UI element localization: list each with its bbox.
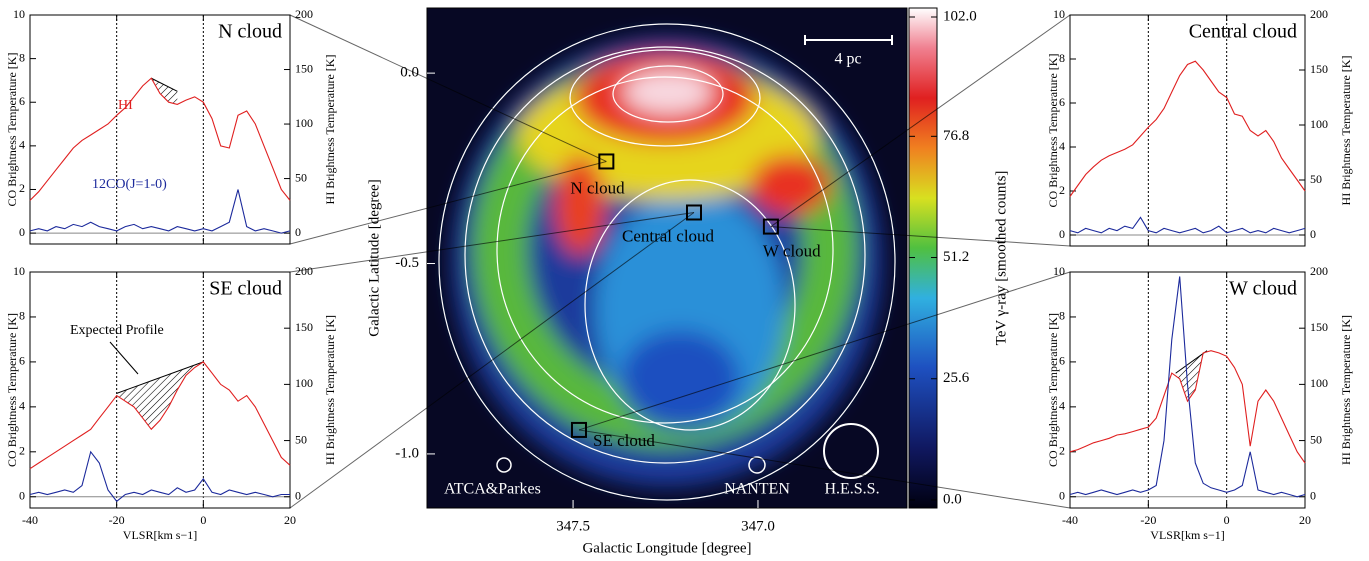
x-axis-label: VLSR[km s−1] bbox=[123, 528, 197, 542]
y2-tick-label: 100 bbox=[295, 116, 313, 130]
region-label: W cloud bbox=[763, 241, 821, 260]
y-axis-label: Galactic Latitude [degree] bbox=[366, 179, 382, 336]
x-tick-label: 20 bbox=[284, 513, 296, 527]
y-tick-label: 4 bbox=[19, 399, 25, 413]
y2-tick-label: 50 bbox=[1310, 432, 1322, 446]
colorbar-tick-label: 102.0 bbox=[943, 8, 977, 24]
colorbar-tick-label: 51.2 bbox=[943, 249, 969, 265]
y2-axis-label: HI Brightness Temperature [K] bbox=[323, 55, 337, 205]
y-tick-label: 0 bbox=[1059, 227, 1065, 241]
y-tick-label: 4 bbox=[1059, 139, 1065, 153]
y-tick-label: 8 bbox=[1059, 51, 1065, 65]
plot-frame bbox=[1070, 15, 1305, 246]
x-tick-label: 347.5 bbox=[556, 518, 590, 534]
x-tick-label: 0 bbox=[1224, 513, 1230, 527]
plot-frame bbox=[30, 15, 290, 244]
scale-bar-label: 4 pc bbox=[834, 51, 861, 68]
region-label: Central cloud bbox=[622, 226, 715, 245]
y2-axis-label: HI Brightness Temperature [K] bbox=[323, 315, 337, 465]
y-tick-label: -1.0 bbox=[395, 445, 419, 461]
series-label: 12CO(J=1-0) bbox=[92, 177, 167, 192]
y2-tick-label: 50 bbox=[1310, 172, 1322, 186]
map-image bbox=[427, 8, 907, 508]
x-tick-label: -40 bbox=[1062, 513, 1078, 527]
y-tick-label: 2 bbox=[19, 181, 25, 195]
y2-tick-label: 150 bbox=[1310, 320, 1328, 334]
x-axis-label: VLSR[km s−1] bbox=[1150, 528, 1224, 542]
y2-tick-label: 150 bbox=[1310, 62, 1328, 76]
region-label: SE cloud bbox=[593, 431, 655, 450]
y-tick-label: 6 bbox=[1059, 354, 1065, 368]
panel-title: W cloud bbox=[1229, 278, 1297, 300]
series-line bbox=[30, 452, 290, 502]
y2-tick-label: 150 bbox=[295, 320, 313, 334]
y-tick-label: 0 bbox=[19, 489, 25, 503]
y-tick-label: 10 bbox=[1053, 264, 1065, 278]
panel-title: SE cloud bbox=[209, 278, 282, 300]
x-tick-label: 20 bbox=[1299, 513, 1311, 527]
x-tick-label: -20 bbox=[1140, 513, 1156, 527]
y2-tick-label: 0 bbox=[295, 225, 301, 239]
colorbar-tick-label: 25.6 bbox=[943, 370, 970, 386]
hatch-area bbox=[151, 78, 177, 104]
y-tick-label: 6 bbox=[1059, 95, 1065, 109]
x-tick-label: -20 bbox=[109, 513, 125, 527]
figure: 4 pc ATCA&Parkes NANTEN H.E.S.S. Galacti… bbox=[0, 0, 1369, 561]
x-tick-label: -40 bbox=[22, 513, 38, 527]
y-axis-label: CO Brightness Temperature [K] bbox=[5, 53, 19, 207]
x-tick-label: 347.0 bbox=[741, 518, 775, 534]
series-line bbox=[30, 190, 290, 234]
panel-title: Central cloud bbox=[1189, 21, 1297, 43]
beam-label: NANTEN bbox=[724, 481, 790, 498]
y2-tick-label: 0 bbox=[1310, 489, 1316, 503]
y-tick-label: 2 bbox=[1059, 444, 1065, 458]
colorbar-label: TeV γ-ray [smoothed counts] bbox=[993, 171, 1009, 346]
y2-axis-label: HI Brightness Temperature [K] bbox=[1339, 56, 1353, 206]
series-line bbox=[1070, 61, 1305, 196]
x-tick-label: 0 bbox=[200, 513, 206, 527]
y-tick-label: 8 bbox=[1059, 309, 1065, 323]
y-tick-label: -0.5 bbox=[395, 255, 419, 271]
annotation-pointer bbox=[110, 342, 138, 374]
y2-tick-label: 100 bbox=[1310, 117, 1328, 131]
y-tick-label: 4 bbox=[19, 138, 25, 152]
y-tick-label: 2 bbox=[19, 444, 25, 458]
y-axis-label: CO Brightness Temperature [K] bbox=[5, 313, 19, 467]
beam-label: ATCA&Parkes bbox=[444, 481, 541, 498]
x-axis-label: Galactic Longitude [degree] bbox=[582, 540, 751, 556]
y-axis-label: CO Brightness Temperature [K] bbox=[1046, 54, 1060, 208]
colorbar-tick-label: 0.0 bbox=[943, 491, 962, 507]
y-tick-label: 2 bbox=[1059, 183, 1065, 197]
y2-tick-label: 200 bbox=[1310, 264, 1328, 278]
y-tick-label: 10 bbox=[13, 264, 25, 278]
y2-tick-label: 150 bbox=[295, 61, 313, 75]
y2-tick-label: 100 bbox=[1310, 376, 1328, 390]
y2-tick-label: 0 bbox=[1310, 227, 1316, 241]
y2-axis-label: HI Brightness Temperature [K] bbox=[1339, 315, 1353, 465]
y-tick-label: 8 bbox=[19, 50, 25, 64]
colorbar-tick-label: 76.8 bbox=[943, 128, 969, 144]
y-tick-label: 6 bbox=[19, 354, 25, 368]
y2-tick-label: 50 bbox=[295, 432, 307, 446]
y-tick-label: 10 bbox=[13, 7, 25, 21]
y-tick-label: 6 bbox=[19, 94, 25, 108]
y-tick-label: 4 bbox=[1059, 399, 1065, 413]
y2-tick-label: 200 bbox=[1310, 7, 1328, 21]
y-tick-label: 8 bbox=[19, 309, 25, 323]
y2-tick-label: 50 bbox=[295, 170, 307, 184]
y2-tick-label: 100 bbox=[295, 376, 313, 390]
beam-label: H.E.S.S. bbox=[824, 481, 879, 498]
y-tick-label: 0 bbox=[1059, 489, 1065, 503]
series-line bbox=[1070, 217, 1305, 232]
region-label: N cloud bbox=[570, 178, 625, 197]
panel-title: N cloud bbox=[218, 21, 282, 43]
y-axis-label: CO Brightness Temperature [K] bbox=[1046, 313, 1060, 467]
series-line bbox=[1070, 277, 1305, 497]
y-tick-label: 0 bbox=[19, 225, 25, 239]
y-tick-label: 10 bbox=[1053, 7, 1065, 21]
